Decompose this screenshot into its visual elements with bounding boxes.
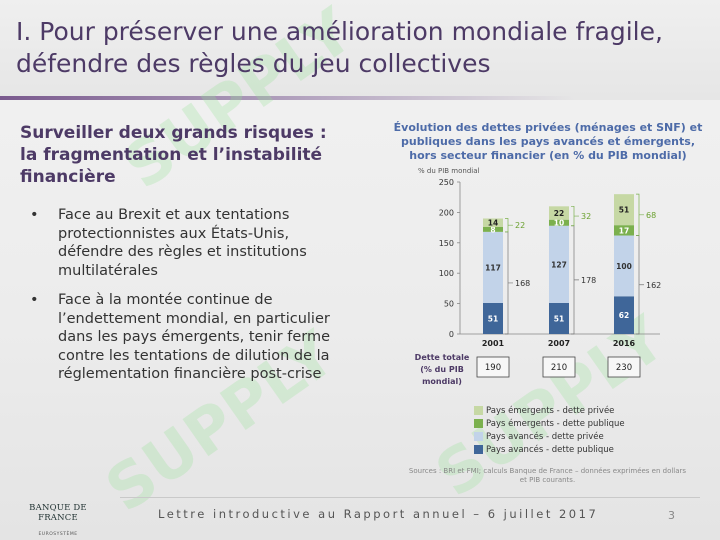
total-value: 230 <box>616 363 632 373</box>
total-box <box>607 356 641 378</box>
bar-segment <box>483 218 503 227</box>
emerging-total-label: 32 <box>581 212 591 221</box>
data-label: 14 <box>488 219 498 228</box>
data-label: 62 <box>619 311 629 320</box>
bar-segment <box>614 225 634 236</box>
y-tick-label: 150 <box>439 239 454 248</box>
data-label: 51 <box>619 206 629 215</box>
x-tick-label: 2001 <box>482 339 505 348</box>
legend-item: Pays avancés - dette privée <box>474 430 625 443</box>
data-label: 51 <box>488 314 498 323</box>
bullet-item: • Face à la montée continue de l’endettem… <box>20 291 350 384</box>
data-label: 22 <box>554 209 564 218</box>
bank-logo: BANQUE DE FRANCE EUROSYSTÈME <box>12 503 104 537</box>
total-label-line: Dette totale <box>415 353 470 362</box>
emerging-total-label: 22 <box>515 221 525 230</box>
legend-item: Pays émergents - dette publique <box>474 417 625 430</box>
bar-segment <box>549 219 569 226</box>
legend-label: Pays émergents - dette privée <box>486 405 615 416</box>
chart-legend: Pays émergents - dette privée Pays émerg… <box>474 404 625 456</box>
page-number: 3 <box>668 509 675 522</box>
emerging-total-bracket <box>636 193 644 236</box>
section-heading-line-1: Surveiller deux grands risques : <box>20 123 327 143</box>
logo-subtitle: EUROSYSTÈME <box>38 532 78 537</box>
bullet-marker: • <box>30 207 39 223</box>
legend-swatch <box>474 406 483 415</box>
footer-divider <box>120 497 700 498</box>
title-underline <box>0 96 720 100</box>
title-line-2: défendre des règles du jeu collectives <box>16 49 491 78</box>
bar-segment <box>549 225 569 303</box>
debt-chart: % du PIB mondial 0 50 100 150 200 250 2001 2007 2… <box>415 167 662 386</box>
bar-segment <box>614 194 634 226</box>
advanced-total-label: 162 <box>646 281 661 290</box>
y-tick-label: 100 <box>439 269 454 278</box>
title-band <box>0 0 720 100</box>
data-label: 100 <box>616 262 632 271</box>
total-box <box>542 356 576 378</box>
legend-item: Pays émergents - dette privée <box>474 404 625 417</box>
x-tick-label: 2007 <box>548 339 570 348</box>
section-heading: Surveiller deux grands risques : la frag… <box>20 122 350 188</box>
x-tick-label: 2016 <box>613 339 636 348</box>
section-heading-line-2: la fragmentation et l’instabilité <box>20 145 323 165</box>
y-tick-label: 250 <box>439 178 454 187</box>
bullet-marker: • <box>30 292 39 308</box>
legend-swatch <box>474 419 483 428</box>
bar-segment <box>614 235 634 297</box>
advanced-total-bracket <box>571 225 579 335</box>
bullet-item: • Face au Brexit et aux tentations protec… <box>20 206 350 280</box>
bullet-text: Face au Brexit et aux tentations protect… <box>58 207 307 279</box>
data-label: 10 <box>554 219 564 228</box>
title-line-1: I. Pour préserver une amélioration mondi… <box>16 17 663 46</box>
y-axis-label: % du PIB mondial <box>418 167 480 175</box>
data-label: 117 <box>485 263 501 272</box>
legend-item: Pays avancés - dette publique <box>474 443 625 456</box>
bullet-text: Face à la montée continue de l’endetteme… <box>58 292 331 382</box>
bar-segment <box>549 206 569 220</box>
logo-name: BANQUE DE FRANCE <box>29 503 87 523</box>
footer-text: Lettre introductive au Rapport annuel – … <box>158 507 599 521</box>
section-heading-line-3: financière <box>20 167 116 187</box>
y-tick-label: 50 <box>444 300 454 309</box>
data-label: 8 <box>490 225 495 234</box>
legend-label: Pays avancés - dette privée <box>486 431 604 442</box>
y-tick-label: 200 <box>439 208 454 217</box>
bar-segment <box>549 302 569 334</box>
data-label: 127 <box>551 260 567 269</box>
total-label-line: mondial) <box>422 377 462 386</box>
total-box <box>476 356 510 378</box>
bar-segment <box>483 231 503 303</box>
bullet-list: • Face au Brexit et aux tentations protec… <box>20 206 350 395</box>
bar-segment <box>483 226 503 232</box>
total-value: 190 <box>485 363 501 373</box>
total-label-line: (% du PIB <box>420 365 464 374</box>
chart-title: Évolution des dettes privées (ménages et… <box>393 121 703 162</box>
total-value: 210 <box>551 363 567 373</box>
y-tick-label: 0 <box>449 330 454 339</box>
advanced-total-bracket <box>505 231 513 335</box>
data-label: 17 <box>619 226 629 235</box>
emerging-total-bracket <box>571 205 579 227</box>
page-title: I. Pour préserver une amélioration mondi… <box>16 16 706 80</box>
emerging-total-bracket <box>505 218 513 233</box>
advanced-total-label: 178 <box>581 276 596 285</box>
legend-swatch <box>474 432 483 441</box>
data-label: 51 <box>554 314 564 323</box>
chart-sources: Sources : BRI et FMI; calculs Banque de … <box>408 467 687 484</box>
bar-segment <box>614 296 634 334</box>
legend-label: Pays avancés - dette publique <box>486 444 614 455</box>
bar-segment <box>483 302 503 334</box>
advanced-total-bracket <box>636 235 644 335</box>
legend-label: Pays émergents - dette publique <box>486 418 625 429</box>
emerging-total-label: 68 <box>646 211 656 220</box>
advanced-total-label: 168 <box>515 279 530 288</box>
legend-swatch <box>474 445 483 454</box>
